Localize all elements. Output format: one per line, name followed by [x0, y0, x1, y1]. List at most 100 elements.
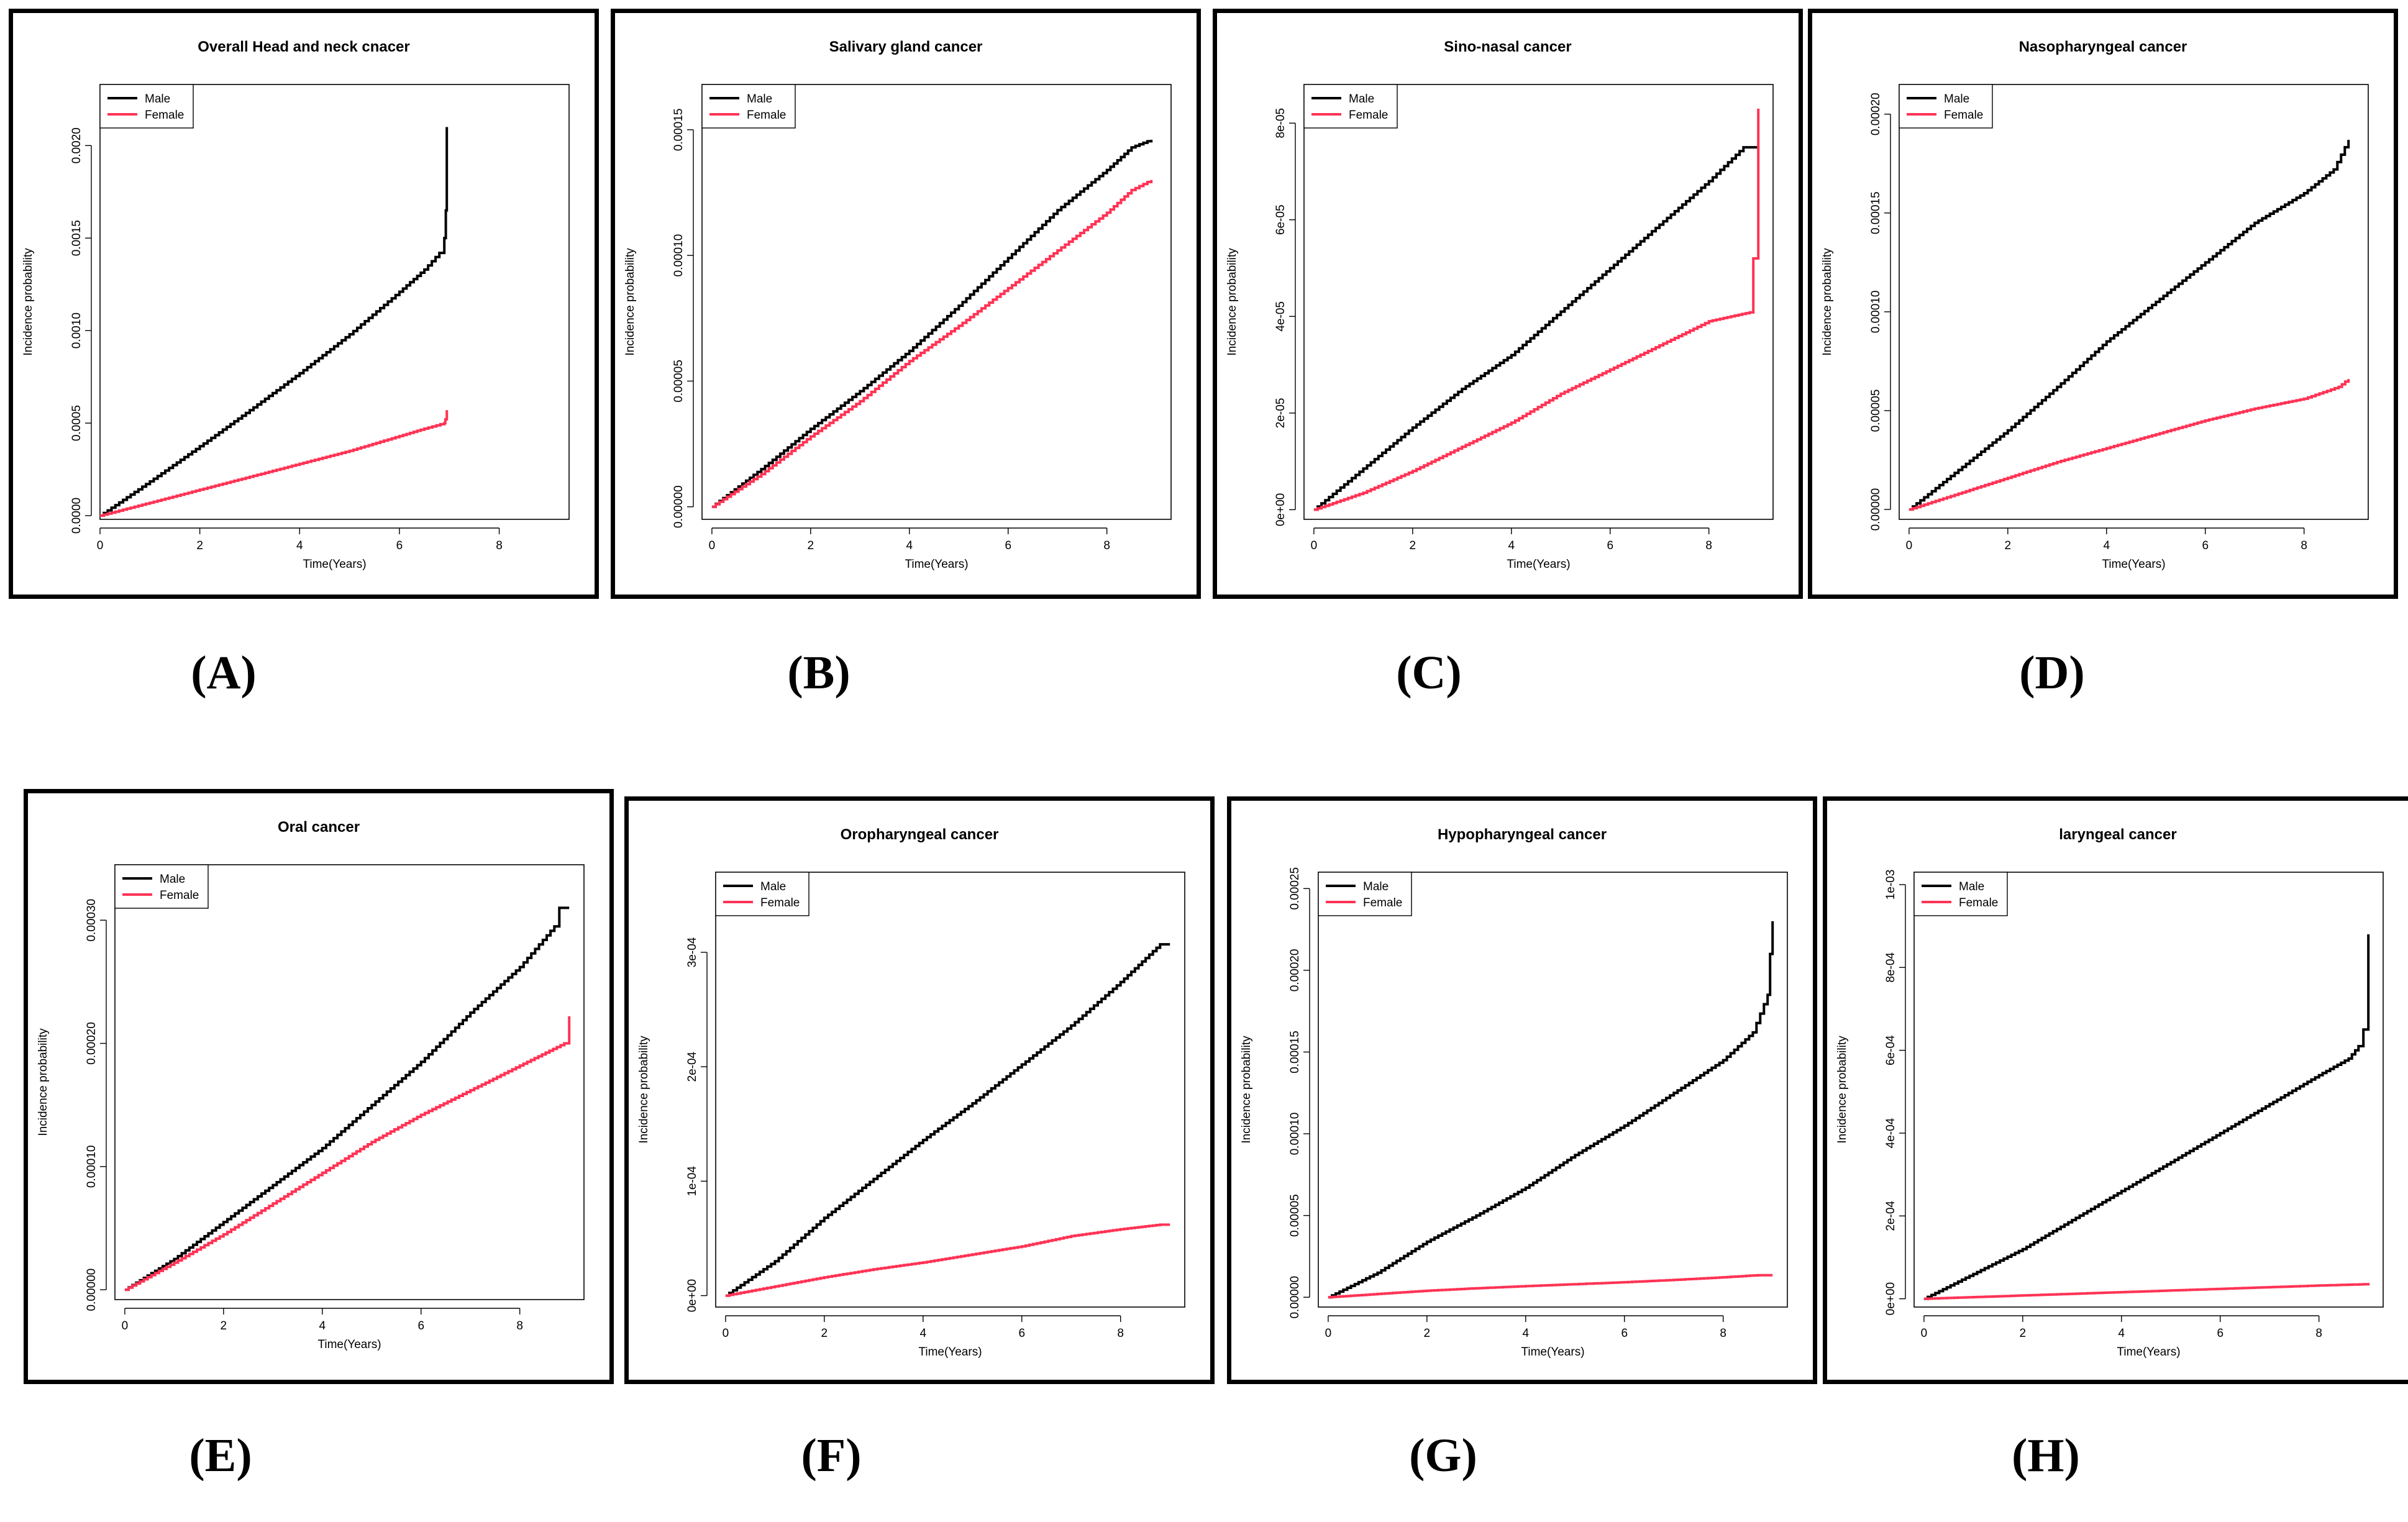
legend-label-male: Male [1944, 93, 1969, 106]
chart-title: Salivary gland cancer [829, 39, 983, 55]
y-tick-label: 0.00005 [672, 360, 685, 403]
y-tick-label: 0.00025 [1288, 867, 1302, 910]
y-tick-label: 0.00000 [672, 485, 685, 528]
legend-label-male: Male [160, 873, 185, 886]
x-axis-label: Time(Years) [918, 1346, 982, 1359]
y-tick-label: 0.0010 [70, 312, 83, 349]
series-line-male [711, 140, 1153, 508]
x-tick-label: 0 [1325, 1327, 1332, 1340]
x-axis-label: Time(Years) [1507, 558, 1570, 571]
y-tick-label: 0.00020 [85, 1022, 98, 1065]
chart-svg: Salivary gland cancer 0 2 4 6 8 0.00000 0.00005… [624, 39, 1172, 571]
x-axis-label: Time(Years) [317, 1338, 381, 1351]
y-axis-label: Incidence probability [1836, 1036, 1849, 1144]
legend-label-female: Female [1363, 896, 1402, 909]
y-tick-label: 2e-05 [1274, 398, 1287, 429]
chart-panel-h: laryngeal cancer 0 2 4 6 8 0e+00 2e-04 4e-04 6e-0… [1823, 796, 2408, 1384]
legend-label-male: Male [760, 880, 786, 893]
x-tick-label: 6 [1005, 539, 1011, 552]
plot-frame [1899, 84, 2369, 520]
y-axis-label: Incidence probability [624, 248, 637, 356]
plot-frame [701, 84, 1172, 520]
chart-title: Nasopharyngeal cancer [2019, 39, 2187, 55]
chart-svg: Nasopharyngeal cancer 0 2 4 6 8 0.00000 0.00005… [1821, 39, 2369, 571]
x-axis-label: Time(Years) [2102, 558, 2165, 571]
x-tick-label: 4 [920, 1327, 927, 1340]
x-tick-label: 2 [1424, 1327, 1431, 1340]
y-tick-label: 8e-04 [1884, 952, 1897, 983]
x-tick-label: 8 [1720, 1327, 1726, 1340]
x-tick-label: 8 [2315, 1327, 2322, 1340]
x-axis-label: Time(Years) [303, 558, 366, 571]
chart-svg: Hypopharyngeal cancer 0 2 4 6 8 0.00000 0.00005… [1240, 826, 1788, 1359]
x-tick-label: 4 [319, 1319, 326, 1333]
chart-title: Oral cancer [278, 819, 360, 836]
y-tick-label: 4e-04 [1884, 1118, 1897, 1148]
chart-panel-c: Sino-nasal cancer 0 2 4 6 8 0e+00 2e-05 4e-05 6e-… [1213, 9, 1803, 599]
x-tick-label: 0 [723, 1327, 729, 1340]
series-line-female [711, 180, 1153, 508]
legend-box [701, 84, 796, 129]
x-tick-label: 8 [1103, 539, 1110, 552]
y-axis-label: Incidence probability [37, 1028, 50, 1136]
x-tick-label: 2 [1410, 539, 1416, 552]
x-tick-label: 0 [1311, 539, 1318, 552]
legend-label-male: Male [145, 93, 170, 106]
chart-panel-e: Oral cancer 0 2 4 6 8 0.00000 0.00010 0.00020 0.0… [24, 789, 614, 1384]
plot-frame [1318, 872, 1788, 1308]
chart-panel-d: Nasopharyngeal cancer 0 2 4 6 8 0.00000 0.00005… [1808, 9, 2398, 599]
plot-frame [99, 84, 570, 520]
panel-caption-e: (E) [189, 1429, 252, 1482]
series-line-female [1909, 379, 2350, 511]
x-tick-label: 8 [496, 539, 503, 552]
x-tick-label: 0 [1906, 539, 1913, 552]
chart-panel-b: Salivary gland cancer 0 2 4 6 8 0.00000 0.00005… [611, 9, 1201, 599]
chart-title: Overall Head and neck cnacer [198, 39, 410, 55]
y-axis-label: Incidence probability [1821, 248, 1834, 356]
x-tick-label: 0 [122, 1319, 129, 1333]
legend-box [1303, 84, 1398, 129]
x-tick-label: 4 [1523, 1327, 1530, 1340]
x-tick-label: 6 [2217, 1327, 2223, 1340]
y-tick-label: 0.0015 [70, 220, 83, 256]
x-tick-label: 8 [1117, 1327, 1124, 1340]
y-tick-label: 0.0005 [70, 405, 83, 441]
legend-label-male: Male [1349, 93, 1374, 106]
chart-title: laryngeal cancer [2059, 826, 2176, 843]
y-tick-label: 0.00000 [85, 1269, 98, 1311]
y-tick-label: 0.00005 [1869, 390, 1882, 432]
chart-svg: Sino-nasal cancer 0 2 4 6 8 0e+00 2e-05 4e-05 6e-… [1226, 39, 1774, 571]
legend-label-male: Male [1363, 880, 1389, 893]
legend-label-female: Female [747, 109, 786, 122]
x-axis-label: Time(Years) [905, 558, 968, 571]
y-tick-label: 4e-05 [1274, 301, 1287, 332]
x-tick-label: 2 [808, 539, 814, 552]
y-tick-label: 1e-03 [1884, 870, 1897, 900]
x-tick-label: 2 [221, 1319, 227, 1333]
x-tick-label: 6 [396, 539, 403, 552]
legend-label-female: Female [145, 109, 184, 122]
chart-panel-g: Hypopharyngeal cancer 0 2 4 6 8 0.00000 0.00005… [1227, 796, 1817, 1384]
plot-frame [715, 872, 1185, 1308]
series-line-female [1923, 1283, 2370, 1300]
chart-title: Sino-nasal cancer [1444, 39, 1571, 55]
x-tick-label: 6 [1018, 1327, 1025, 1340]
panel-caption-b: (B) [787, 647, 851, 699]
x-tick-label: 6 [1607, 539, 1613, 552]
legend-box [114, 864, 209, 909]
x-axis-label: Time(Years) [1521, 1346, 1584, 1359]
x-tick-label: 8 [516, 1319, 523, 1333]
y-tick-label: 2e-04 [686, 1051, 699, 1082]
x-tick-label: 4 [2118, 1327, 2125, 1340]
series-line-male [1923, 934, 2370, 1300]
series-line-female [124, 1016, 571, 1292]
chart-svg: Oral cancer 0 2 4 6 8 0.00000 0.00010 0.00020 0.0… [37, 819, 585, 1351]
x-tick-label: 0 [1921, 1327, 1928, 1340]
y-tick-label: 0.00000 [1869, 488, 1882, 531]
x-tick-label: 4 [2104, 539, 2110, 552]
y-tick-label: 0e+00 [1884, 1282, 1897, 1315]
y-axis-label: Incidence probability [22, 248, 35, 356]
plot-frame [1303, 84, 1774, 520]
legend-box [1899, 84, 1993, 129]
legend-box [1913, 872, 2008, 916]
